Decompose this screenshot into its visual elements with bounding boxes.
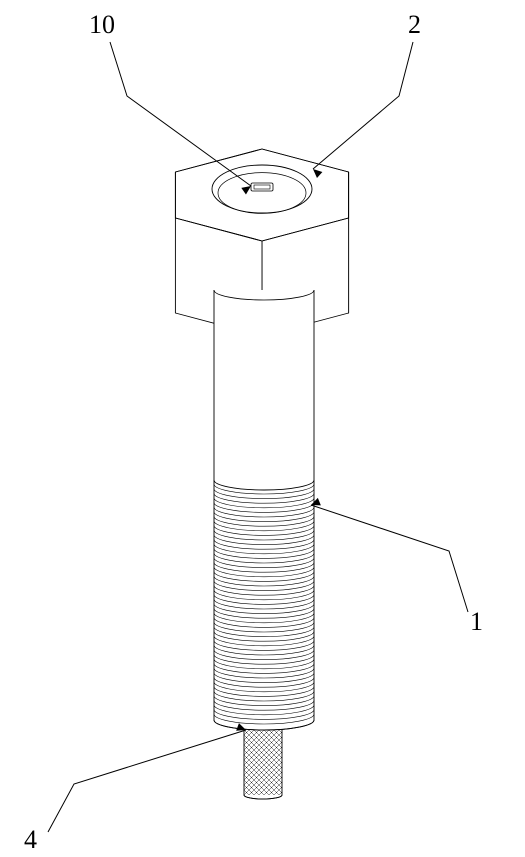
callout-label-10: 10 bbox=[89, 10, 115, 39]
callout-label-4: 4 bbox=[24, 825, 37, 854]
callout-label-1: 1 bbox=[470, 607, 483, 636]
callout-label-2: 2 bbox=[408, 10, 421, 39]
